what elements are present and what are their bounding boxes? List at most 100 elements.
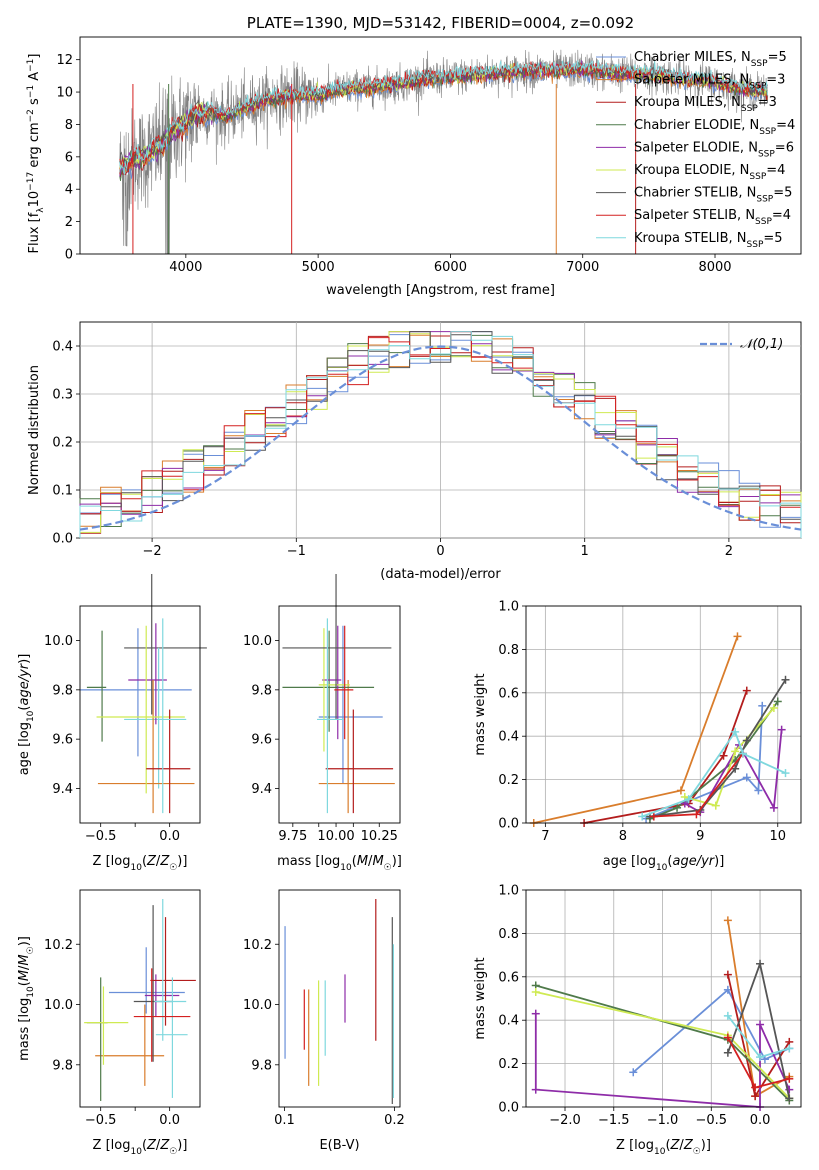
spectrum-panel: PLATE=1390, MJD=53142, FIBERID=0004, z=0…: [26, 14, 802, 298]
legend-entry-7: Chabrier STELIB, NSSP=5: [634, 186, 792, 205]
label-part: ☉: [26, 946, 36, 954]
x-axis-label: Z [log10(Z/Z☉)]: [93, 1138, 188, 1157]
x-tick-label: −2.0: [549, 1113, 581, 1128]
label-part: 10: [654, 1147, 666, 1157]
x-tick-label: 0.2: [384, 1113, 405, 1128]
y-tick-label: 12: [56, 53, 73, 68]
errorbar-7: [325, 709, 394, 814]
axes-frame: [79, 889, 201, 1108]
legend-entry-8: Salpeter STELIB, NSSP=4: [634, 208, 791, 227]
label-part: )]: [17, 936, 32, 946]
series-line: [583, 690, 748, 824]
x-tick-label: 5000: [302, 260, 335, 275]
axes-frame: [79, 36, 802, 255]
x-axis-label: mass [log10(M/M☉)]: [277, 854, 402, 873]
y-tick-label: 9.8: [52, 683, 73, 698]
label-part: age/yr: [17, 662, 32, 705]
errorbar-8: [146, 709, 191, 814]
legend-entry-3: Kroupa MILES, NSSP=3: [634, 95, 777, 114]
y-tick-label: 0.6: [498, 686, 519, 701]
axes-frame: [525, 605, 802, 824]
y-tick-label: 0.8: [498, 927, 519, 942]
chart-title: PLATE=1390, MJD=53142, FIBERID=0004, z=0…: [247, 14, 634, 32]
y-tick-label: 0: [65, 248, 73, 263]
label-part: λ: [36, 207, 46, 213]
legend-entry-1: Chabrier MILES, NSSP=5: [634, 50, 787, 69]
x-tick-label: 10.00: [317, 829, 354, 844]
label-part: Z [log: [93, 1138, 131, 1153]
label-part: Z: [159, 1138, 170, 1153]
y-axis-label: mass weight: [473, 957, 488, 1039]
residual-histogram-9: [79, 331, 802, 538]
label-part: )]: [392, 854, 402, 869]
label-part: )]: [701, 1138, 711, 1153]
label-part: Chabrier ELODIE, N: [634, 118, 759, 133]
x-tick-label: −0.5: [85, 1113, 117, 1128]
label-part: Kroupa ELODIE, N: [634, 163, 749, 178]
series-3: [580, 686, 751, 827]
axes-frame: [79, 605, 201, 824]
y-tick-label: 10.2: [243, 938, 272, 953]
y-axis-label: Flux [fλ10−17 erg cm−2 s−1 A−1]: [26, 54, 46, 254]
series-line: [641, 729, 786, 818]
y-tick-label: 0.2: [498, 773, 519, 788]
legend-entry-2: Salpeter MILES, NSSP=3: [634, 73, 785, 92]
label-part: Z: [683, 1138, 694, 1153]
label-part: Z: [146, 854, 157, 869]
label-part: M: [17, 954, 32, 965]
label-part: 10: [656, 863, 668, 873]
label-part: 10: [26, 986, 36, 998]
label-part: )]: [17, 654, 32, 664]
x-tick-label: 0: [436, 544, 444, 559]
x-tick-label: 10.25: [361, 829, 398, 844]
y-tick-label: 0.2: [52, 436, 73, 451]
label-part: 10: [27, 191, 42, 208]
label-part: )]: [177, 854, 187, 869]
legend-entry-6: Kroupa ELODIE, NSSP=4: [634, 163, 785, 182]
x-tick-label: 7000: [566, 260, 599, 275]
label-part: Salpeter MILES, N: [634, 73, 749, 88]
mass-weight-vs-metallicity-panel: −2.0 −1.5 −1.0 −0.5 0.0 0.0 0.2 0.4 0.6 0.8 1.0 mas…: [473, 884, 802, 1157]
y-tick-label: 10.0: [44, 998, 73, 1013]
label-part: Flux [f: [27, 212, 42, 253]
label-part: 10: [130, 1147, 142, 1157]
x-tick-label: 0.0: [159, 1113, 180, 1128]
series-line: [533, 636, 739, 824]
legend-entry-9: Kroupa STELIB, NSSP=5: [634, 231, 783, 250]
y-axis-label: age [log10(age/yr)]: [17, 654, 36, 776]
label-part: Z: [670, 1138, 681, 1153]
series-line: [727, 1015, 790, 1059]
residual-histogram-2: [79, 331, 802, 538]
label-part: /: [368, 854, 373, 869]
label-part: Chabrier STELIB, N: [634, 186, 756, 201]
errorbar-4: [86, 977, 108, 1101]
legend-entry-5: Salpeter ELODIE, NSSP=6: [634, 140, 794, 159]
label-part: M: [357, 854, 368, 869]
label-part: ☉: [693, 1147, 701, 1157]
label-part: M: [372, 854, 383, 869]
x-tick-label: 9.75: [278, 829, 307, 844]
y-tick-label: 10.0: [243, 998, 272, 1013]
x-tick-label: −1: [287, 544, 306, 559]
axes-frame: [278, 605, 401, 824]
y-tick-label: 1.0: [498, 600, 519, 615]
y-tick-label: 9.8: [52, 1058, 73, 1073]
mass-vs-metallicity-panel: −0.5 0.09.810.010.2Z [log10(Z/Z☉)]mass [l…: [17, 889, 201, 1157]
label-part: −2: [26, 109, 36, 122]
y-tick-label: 0.1: [52, 484, 73, 499]
label-part: 10: [26, 710, 36, 722]
x-tick-label: 0.0: [750, 1113, 771, 1128]
y-tick-label: 9.4: [251, 782, 272, 797]
errorbar-5: [128, 623, 167, 725]
y-tick-label: 9.6: [251, 733, 272, 748]
label-part: mass [log: [277, 854, 340, 869]
mass-weight-vs-age-panel: 7 8 9 10 0.0 0.2 0.4 0.6 0.8 1.0 mass weight age [l…: [473, 600, 802, 873]
label-part: erg cm: [27, 122, 42, 171]
y-tick-label: 1.0: [498, 884, 519, 899]
label-part: ☉: [384, 863, 392, 873]
errorbar-3: [133, 905, 173, 1062]
label-part: (: [142, 1138, 147, 1153]
label-part: (: [667, 854, 672, 869]
y-tick-label: 0.4: [498, 1014, 519, 1029]
